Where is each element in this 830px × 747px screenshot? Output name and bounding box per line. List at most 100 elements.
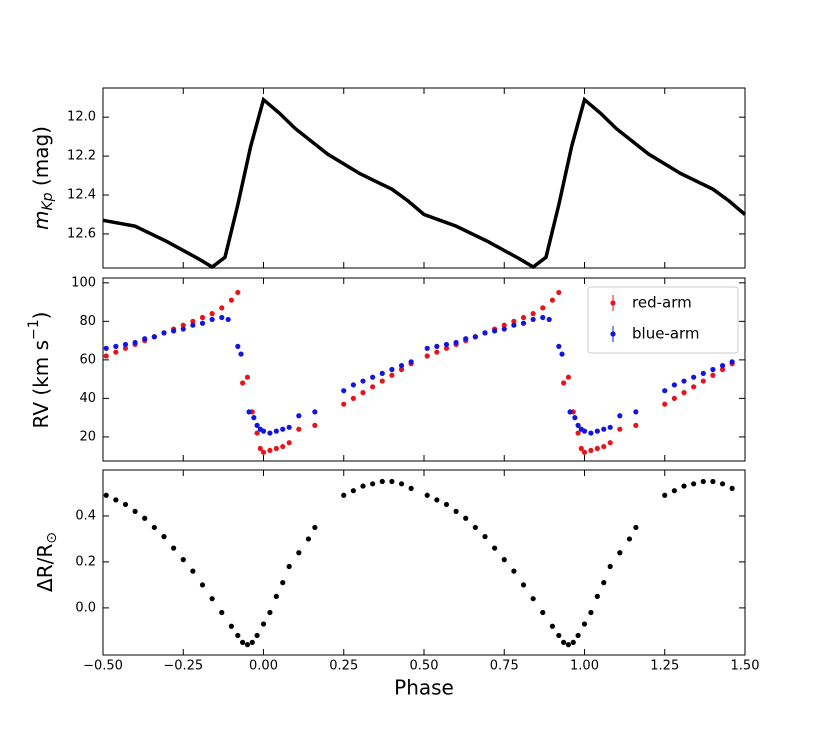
point <box>408 359 414 365</box>
point <box>113 497 119 503</box>
point <box>549 297 556 303</box>
x-tick-label: 0.50 <box>410 659 439 674</box>
legend-marker <box>610 300 616 306</box>
point <box>581 449 588 455</box>
point <box>151 524 157 531</box>
point <box>370 384 376 390</box>
point <box>607 563 613 570</box>
point <box>235 289 241 296</box>
point <box>719 481 726 487</box>
point <box>240 639 246 645</box>
point <box>556 343 562 349</box>
point <box>561 380 567 386</box>
point <box>607 424 613 430</box>
point <box>633 524 639 531</box>
point <box>700 370 706 376</box>
point <box>190 318 196 324</box>
point <box>257 445 263 452</box>
point <box>296 550 302 556</box>
point <box>379 370 385 376</box>
point <box>341 388 347 394</box>
y-axis-label: mKp (mag) <box>29 126 57 230</box>
y-tick-label: 80 <box>79 314 96 329</box>
point <box>389 478 395 485</box>
point <box>122 345 129 351</box>
point <box>520 314 527 321</box>
point <box>389 372 395 378</box>
point <box>691 384 697 390</box>
point <box>103 492 109 498</box>
plot-frame <box>102 277 746 462</box>
point <box>240 380 246 386</box>
point <box>681 378 687 384</box>
point <box>492 328 498 334</box>
point <box>360 378 366 384</box>
point <box>561 639 567 645</box>
point <box>161 330 167 336</box>
point <box>132 508 138 514</box>
point <box>280 426 286 432</box>
y-label-part: ΔR/R <box>33 544 57 592</box>
point <box>424 345 430 351</box>
point <box>254 632 260 639</box>
plot-frame <box>102 469 746 656</box>
point <box>122 501 129 508</box>
point <box>482 534 488 540</box>
point <box>379 378 385 384</box>
point <box>286 440 292 446</box>
point <box>546 316 552 323</box>
point <box>691 374 697 380</box>
point <box>588 430 594 436</box>
point <box>662 401 668 407</box>
y-label-part: m <box>29 211 53 230</box>
point <box>103 353 109 359</box>
point <box>453 339 459 346</box>
point <box>249 639 255 645</box>
y-tick-label: 0.0 <box>75 600 96 615</box>
legend-box <box>587 286 739 354</box>
point <box>246 409 252 415</box>
y-label-part: (mag) <box>29 126 53 192</box>
point <box>312 524 318 531</box>
point <box>559 351 565 357</box>
legend-label: blue-arm <box>632 325 700 343</box>
point <box>581 428 588 434</box>
point <box>575 430 581 436</box>
point <box>267 447 273 454</box>
y-tick-label: 0.2 <box>75 554 96 569</box>
point <box>161 534 167 540</box>
point <box>408 485 414 491</box>
point <box>286 563 292 570</box>
point <box>273 428 279 434</box>
x-tick-label: 0.75 <box>490 659 519 674</box>
point <box>350 382 356 388</box>
point <box>626 536 633 542</box>
point <box>671 395 677 401</box>
point <box>142 515 148 521</box>
point <box>424 353 430 359</box>
point <box>520 582 527 588</box>
point <box>443 341 450 348</box>
legend-label: red-arm <box>632 294 692 312</box>
y-label-part: RV (km s <box>29 340 53 429</box>
point <box>511 568 517 574</box>
point <box>199 582 206 588</box>
point <box>296 413 302 419</box>
point <box>633 422 639 428</box>
point <box>151 334 157 340</box>
point <box>540 314 546 321</box>
point <box>594 593 600 599</box>
point <box>398 366 405 373</box>
point <box>350 488 356 494</box>
point <box>681 390 687 396</box>
point <box>122 341 129 348</box>
point <box>273 445 279 452</box>
point <box>567 409 573 415</box>
point <box>360 390 366 396</box>
point <box>601 426 607 432</box>
point <box>251 415 257 421</box>
point <box>681 483 687 489</box>
x-tick-label: 1.00 <box>570 659 599 674</box>
x-tick-label: 1.50 <box>731 659 760 674</box>
